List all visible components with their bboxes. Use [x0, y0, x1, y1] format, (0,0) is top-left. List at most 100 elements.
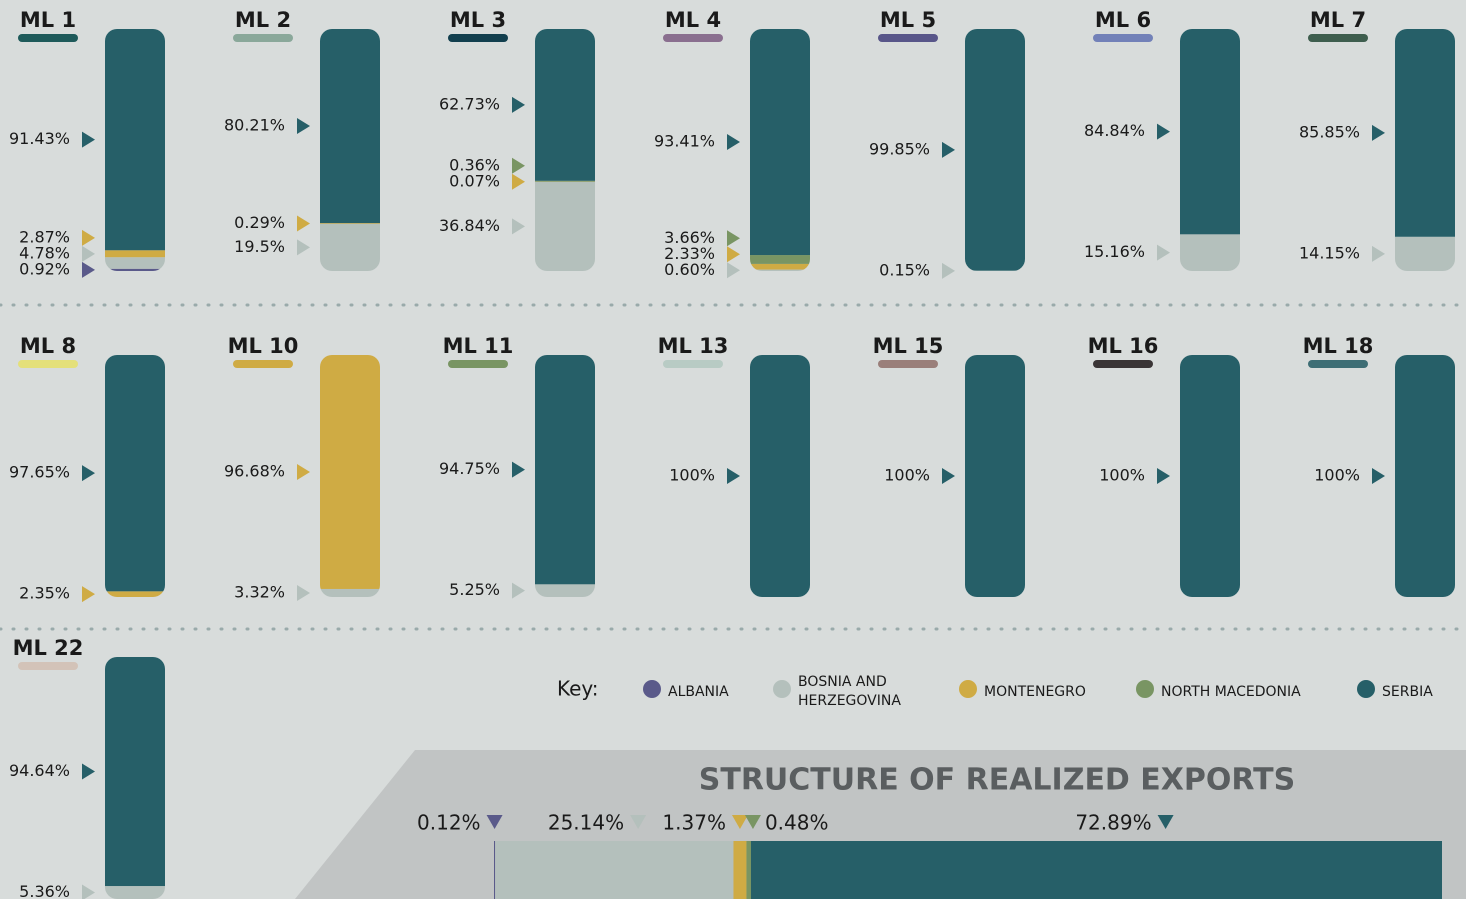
legend-swatch: [1136, 680, 1154, 698]
segment: [1395, 29, 1455, 237]
legend-swatch: [773, 680, 791, 698]
legend-label: NORTH MACEDONIA: [1161, 684, 1301, 700]
label-arrow: [82, 586, 95, 603]
label-arrow: [512, 96, 525, 113]
segment: [535, 584, 595, 597]
segment: [105, 250, 165, 258]
segment: [1395, 355, 1455, 597]
value-label: 99.85%: [869, 139, 930, 158]
value-label: 93.41%: [654, 132, 715, 151]
segment: [750, 269, 810, 271]
segment: [494, 841, 496, 899]
legend-label: BOSNIA AND HERZEGOVINA: [798, 674, 901, 709]
label-arrow: [82, 261, 95, 278]
segment: [320, 223, 380, 271]
value-label: 0.92%: [19, 259, 70, 278]
segment: [1395, 236, 1455, 271]
label-arrow: [630, 815, 647, 829]
bar-title: ML 18: [1303, 334, 1374, 358]
title-underline: [233, 360, 293, 368]
value-label: 85.85%: [1299, 122, 1360, 141]
label-arrow: [82, 763, 95, 780]
title-underline: [448, 34, 508, 42]
label-arrow: [942, 141, 955, 158]
label-arrow: [1157, 244, 1170, 261]
legend-swatch: [1357, 680, 1375, 698]
bar: [535, 29, 595, 271]
label-arrow: [1372, 124, 1385, 141]
segment: [1180, 355, 1240, 597]
label-arrow: [297, 584, 310, 601]
value-label: 14.15%: [1299, 243, 1360, 262]
value-label: 5.25%: [449, 580, 500, 599]
segment: [750, 355, 810, 597]
value-label: 2.33%: [664, 244, 715, 263]
value-label: 0.12%: [417, 811, 481, 835]
legend-swatch: [959, 680, 977, 698]
value-label: 0.29%: [234, 213, 285, 232]
label-arrow: [486, 815, 503, 829]
value-label: 3.66%: [664, 228, 715, 247]
value-label: 62.73%: [439, 94, 500, 113]
label-arrow: [942, 262, 955, 279]
label-arrow: [727, 262, 740, 279]
legend-text: SERBIA: [1382, 683, 1433, 700]
bar: [1395, 29, 1455, 271]
bar-title: ML 3: [450, 8, 506, 32]
value-label: 4.78%: [19, 243, 70, 262]
label-arrow: [82, 245, 95, 262]
value-label: 94.64%: [9, 761, 70, 780]
title-underline: [663, 360, 723, 368]
bar: [1395, 355, 1455, 597]
segment: [733, 841, 747, 899]
label-arrow: [82, 465, 95, 482]
bar-title: ML 8: [20, 334, 76, 358]
title-underline: [1093, 34, 1153, 42]
label-arrow: [1372, 245, 1385, 262]
label-arrow: [731, 815, 748, 829]
value-label: 2.87%: [19, 227, 70, 246]
value-label: 19.5%: [234, 237, 285, 256]
bar: [320, 355, 380, 597]
legend-title: Key:: [557, 677, 599, 701]
bar: [965, 29, 1025, 271]
legend-label: ALBANIA: [668, 684, 729, 700]
value-label: 84.84%: [1084, 121, 1145, 140]
label-arrow: [297, 463, 310, 480]
segment: [105, 591, 165, 597]
value-label: 0.07%: [449, 171, 500, 190]
segment: [750, 263, 810, 270]
title-underline: [878, 360, 938, 368]
segment: [320, 588, 380, 597]
title-underline: [1308, 34, 1368, 42]
bar-title: ML 16: [1088, 334, 1159, 358]
title-underline: [233, 34, 293, 42]
legend-text: BOSNIA AND HERZEGOVINA: [798, 674, 901, 709]
bar: [320, 29, 380, 271]
label-arrow: [1157, 468, 1170, 484]
value-label: 0.48%: [765, 811, 829, 835]
segment: [320, 223, 380, 224]
value-label: 100%: [669, 466, 715, 485]
title-underline: [18, 34, 78, 42]
value-label: 94.75%: [439, 459, 500, 478]
segment: [105, 657, 165, 887]
value-label: 0.60%: [664, 260, 715, 279]
bar: [105, 355, 165, 597]
segment: [105, 29, 165, 251]
value-label: 72.89%: [1075, 811, 1151, 835]
label-arrow: [942, 468, 955, 484]
label-arrow: [727, 468, 740, 484]
label-arrow: [727, 134, 740, 151]
label-arrow: [1157, 123, 1170, 140]
segment: [750, 255, 810, 264]
value-label: 2.35%: [19, 584, 70, 603]
segment: [320, 355, 380, 589]
bar-title: ML 15: [873, 334, 944, 358]
bar-title: ML 4: [665, 8, 721, 32]
segment: [105, 886, 165, 899]
legend-text: MONTENEGRO: [984, 683, 1086, 700]
title-underline: [448, 360, 508, 368]
value-label: 1.37%: [662, 811, 726, 835]
bar-title: ML 22: [13, 636, 84, 660]
